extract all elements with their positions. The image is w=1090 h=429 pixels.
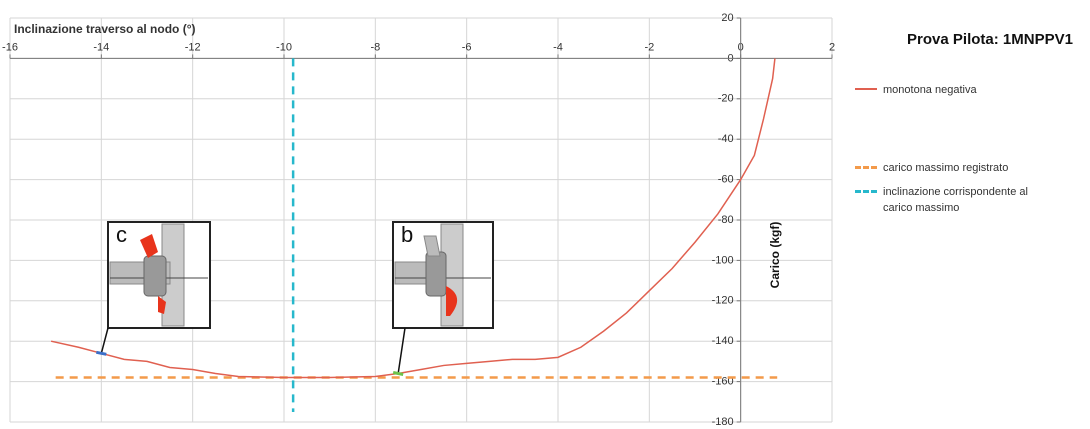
annotation-label: b	[401, 222, 413, 247]
legend-label: monotona negativa	[883, 84, 977, 96]
y-tick-label: -20	[718, 93, 734, 105]
x-tick-label: -8	[370, 41, 380, 53]
y-tick-label: -140	[712, 335, 734, 347]
x-tick-label: 2	[829, 41, 835, 53]
y-tick-label: -100	[712, 254, 734, 266]
legend-label: inclinazione corrispondente al carico ma…	[883, 186, 1028, 214]
y-tick-label: -80	[718, 214, 734, 226]
x-tick-label: -14	[93, 41, 109, 53]
annotation-connector	[397, 327, 406, 374]
annotation-connector	[100, 327, 109, 354]
annotation-point	[96, 350, 107, 356]
grid: 200-20-40-60-80-100-120-140-160-180-16 -1…	[2, 12, 835, 428]
chart-title: Prova Pilota: 1MNPPV1	[907, 31, 1073, 48]
legend-swatch	[855, 166, 877, 169]
inset-c	[107, 221, 211, 329]
x-tick-label: -2	[644, 41, 654, 53]
y-tick-label: -60	[718, 174, 734, 186]
annotation-label: c	[116, 222, 127, 247]
legend-swatch	[855, 190, 877, 193]
legend-item: monotona negativa	[855, 82, 1033, 98]
x-tick-label: -6	[462, 41, 472, 53]
y-tick-label: -180	[712, 416, 734, 428]
series-line	[50, 58, 776, 379]
legend-label: carico massimo registrato	[883, 162, 1009, 174]
y-axis-title: Carico (kgf)	[768, 222, 782, 289]
x-tick-label: -12	[185, 41, 201, 53]
x-tick-label: -10	[276, 41, 292, 53]
annotation-point	[392, 371, 404, 376]
y-tick-label: -40	[718, 133, 734, 145]
inset-b	[392, 221, 494, 329]
legend-swatch	[855, 88, 877, 90]
legend-item: inclinazione corrispondente al carico ma…	[855, 184, 1033, 216]
x-axis-title: Inclinazione traverso al nodo (°)	[14, 22, 196, 36]
y-tick-label: 20	[721, 12, 733, 24]
y-tick-label: -120	[712, 295, 734, 307]
x-tick-label: -16	[2, 41, 18, 53]
x-tick-label: -4	[553, 41, 563, 53]
legend-item: carico massimo registrato	[855, 160, 1033, 176]
